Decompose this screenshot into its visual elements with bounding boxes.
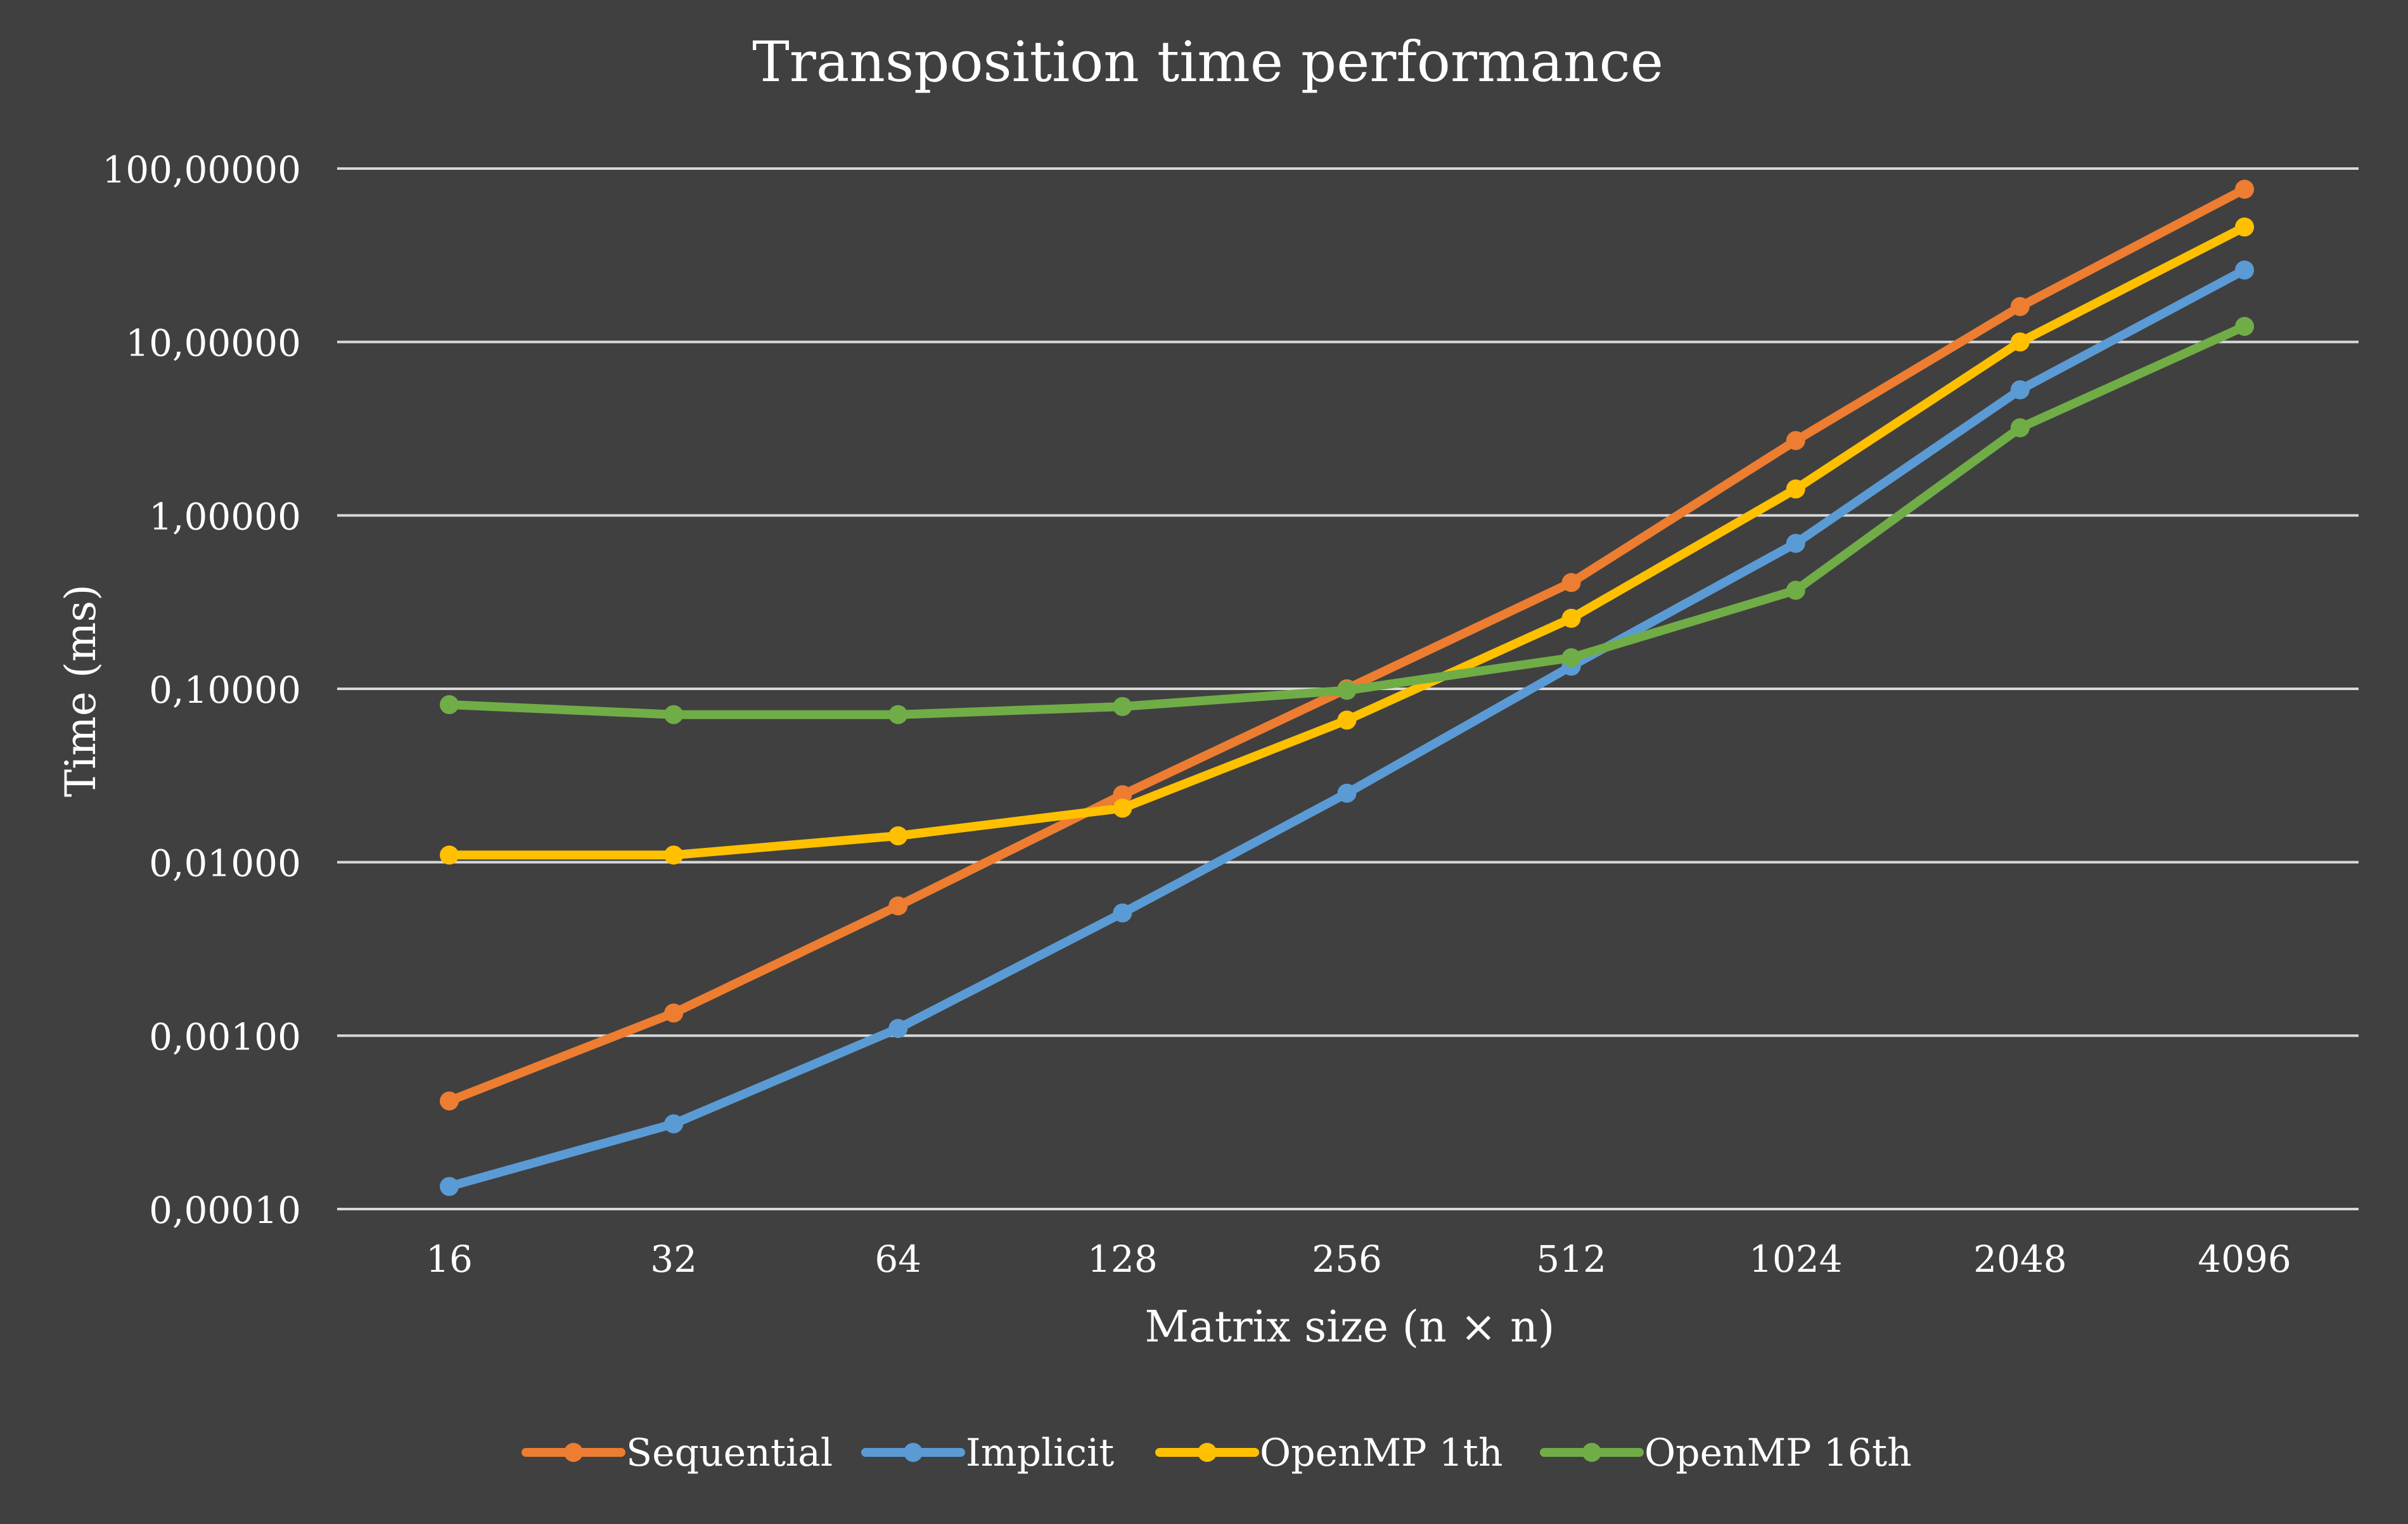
legend-item[interactable]: OpenMP 1th [1155, 1431, 1503, 1475]
series-line [445, 222, 2249, 860]
data-point [664, 1114, 684, 1134]
data-point [888, 1019, 908, 1039]
data-point [440, 1177, 459, 1196]
data-point [2235, 217, 2254, 237]
data-point [1561, 573, 1581, 592]
data-point [440, 695, 459, 715]
data-point [2010, 297, 2030, 316]
data-point [2010, 418, 2030, 438]
data-point [1113, 697, 1132, 717]
x-tick-label: 1024 [1749, 1238, 1843, 1281]
data-point [1786, 580, 1805, 600]
series-openmp-1th [440, 217, 2254, 865]
x-tick-label: 4096 [2198, 1238, 2291, 1281]
data-point [1337, 783, 1357, 803]
series-openmp-16th [440, 317, 2254, 724]
y-tick-label: 10,00000 [125, 322, 301, 365]
data-point [888, 896, 908, 916]
legend-swatch-marker [904, 1443, 923, 1462]
series-line [445, 184, 2249, 1106]
data-point [1786, 479, 1805, 499]
y-tick-label: 0,01000 [149, 842, 301, 885]
legend-swatch-marker [1198, 1443, 1217, 1462]
series-line [445, 322, 2249, 719]
data-point [440, 1091, 459, 1111]
legend-label: OpenMP 1th [1260, 1431, 1503, 1475]
y-tick-label: 1,00000 [149, 495, 301, 538]
y-tick-label: 0,10000 [149, 669, 301, 712]
data-point [1561, 608, 1581, 628]
data-point [2235, 179, 2254, 199]
y-axis-ticks: 100,00000 10,00000 1,00000 0,10000 0,01000 0,… [102, 148, 301, 1232]
data-point [2235, 317, 2254, 336]
x-axis-title: Matrix size (n × n) [1145, 1302, 1555, 1352]
y-axis-title: Time (ms) [56, 584, 105, 797]
legend-item[interactable]: Implicit [861, 1431, 1114, 1475]
y-tick-label: 100,00000 [102, 148, 301, 191]
data-point [888, 705, 908, 724]
x-tick-label: 64 [874, 1238, 921, 1281]
chart-title: Transposition time performance [752, 29, 1663, 94]
legend-swatch-marker [1582, 1443, 1601, 1462]
data-point [2235, 260, 2254, 280]
legend-item[interactable]: Sequential [522, 1431, 833, 1475]
legend-label: Implicit [966, 1431, 1114, 1475]
x-tick-label: 512 [1536, 1238, 1606, 1281]
legend-label: OpenMP 16th [1644, 1431, 1912, 1475]
data-point [1113, 903, 1132, 923]
data-point [1337, 710, 1357, 730]
legend-label: Sequential [626, 1431, 833, 1475]
data-point [1786, 431, 1805, 451]
series-sequential [440, 179, 2254, 1111]
legend-item[interactable]: OpenMP 16th [1540, 1431, 1912, 1475]
data-point [888, 826, 908, 845]
x-tick-label: 256 [1312, 1238, 1382, 1281]
legend-swatch-marker [564, 1443, 583, 1462]
data-point [1337, 681, 1357, 700]
data-point [1113, 785, 1132, 805]
x-tick-label: 2048 [1973, 1238, 2067, 1281]
x-tick-label: 16 [426, 1238, 473, 1281]
x-axis-ticks: 16 32 64 128 256 512 1024 2048 4096 [426, 1238, 2291, 1281]
x-tick-label: 32 [650, 1238, 697, 1281]
legend: Sequential Implicit OpenMP 1th OpenMP 16th [522, 1431, 1912, 1475]
data-point [440, 845, 459, 865]
x-tick-label: 128 [1087, 1238, 1158, 1281]
data-point [664, 1003, 684, 1023]
data-point [2010, 332, 2030, 352]
data-point [1561, 648, 1581, 668]
data-point [664, 705, 684, 724]
series-implicit [440, 260, 2254, 1196]
y-tick-label: 0,00010 [149, 1189, 301, 1232]
data-point [2010, 380, 2030, 400]
series-lines [440, 179, 2254, 1196]
data-point [1113, 798, 1132, 818]
data-point [1786, 534, 1805, 553]
data-point [664, 845, 684, 865]
y-tick-label: 0,00100 [149, 1015, 301, 1058]
